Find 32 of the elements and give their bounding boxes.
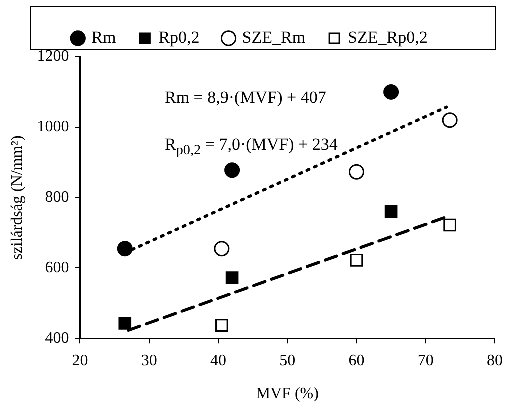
x-axis-title: MVF (%)	[256, 386, 319, 403]
legend-label: SZE_Rp0,2	[348, 28, 428, 47]
point	[384, 84, 400, 100]
point	[384, 205, 398, 218]
y-tick-label: 400	[45, 330, 70, 347]
point	[216, 319, 228, 332]
x-tick-label: 50	[280, 352, 296, 370]
point	[214, 241, 230, 257]
y-tick-label: 1000	[37, 118, 70, 136]
point	[118, 317, 132, 330]
legend-label: Rm	[92, 28, 116, 47]
x-tick-label: 70	[418, 352, 434, 370]
x-tick-label: 80	[487, 352, 503, 370]
legend-label: SZE_Rm	[242, 28, 306, 47]
y-axis-title: szilárdság (N/mm²)	[8, 136, 26, 260]
point	[442, 112, 458, 128]
y-tick-label: 1200	[37, 48, 70, 66]
point	[444, 218, 456, 232]
point	[224, 162, 240, 178]
annotation: Rm = 8,9·(MVF) + 407	[165, 88, 326, 108]
y-tick-label: 600	[45, 259, 70, 276]
annotation: R$_{p0,2}$ = 7,0·(MVF) + 234	[165, 135, 338, 160]
y-tick-label: 800	[45, 189, 70, 206]
legend-label: Rp0,2	[158, 28, 200, 47]
x-tick-label: 40	[210, 352, 226, 370]
x-tick-label: 30	[141, 352, 158, 370]
point	[348, 164, 364, 180]
x-tick-label: 20	[72, 352, 88, 370]
point	[226, 272, 239, 284]
point	[117, 241, 133, 257]
x-tick-label: 60	[348, 352, 365, 370]
point	[350, 254, 364, 267]
